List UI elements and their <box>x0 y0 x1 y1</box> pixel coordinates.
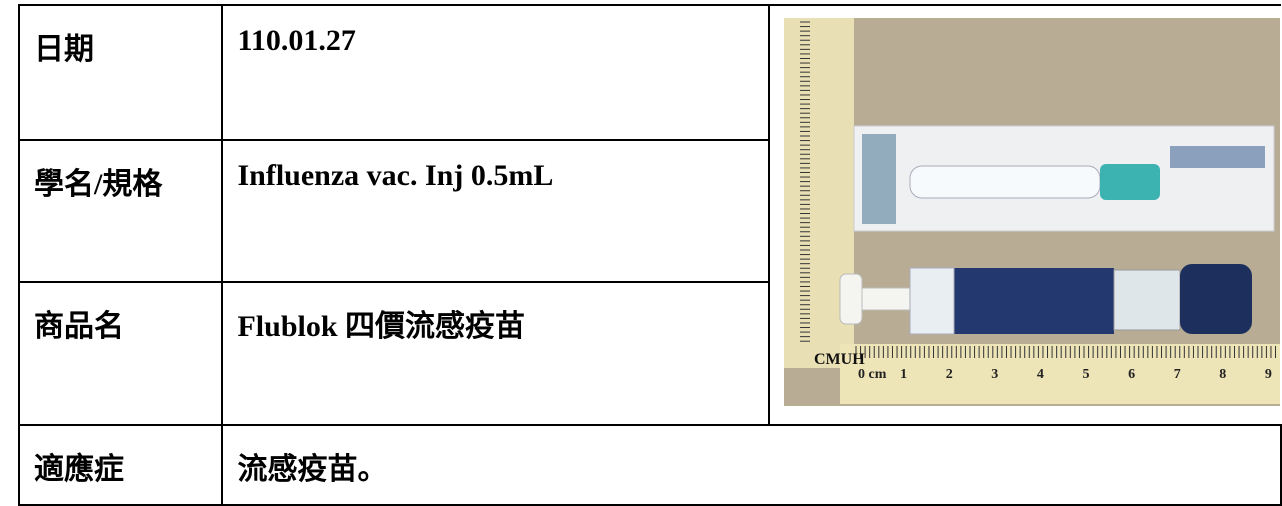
syringe-barrel <box>909 267 955 335</box>
label-cell: 適應症 <box>17 424 224 506</box>
ruler-number: 4 <box>1037 367 1044 382</box>
row: 商品名 Flublok 四價流感疫苗 <box>17 280 1281 427</box>
value-cell: 110.01.27 <box>221 4 770 141</box>
syringe-cap <box>1179 264 1252 334</box>
needle-hub <box>1099 164 1160 200</box>
ruler-number: 7 <box>1174 367 1181 382</box>
plunger-flange <box>839 273 863 325</box>
package-print <box>1169 146 1265 168</box>
row: 學名/規格 Influenza vac. Inj 0.5mL <box>17 138 1281 283</box>
ruler-brand: CMUH <box>814 351 865 368</box>
ruler-number: 0 cm <box>858 367 887 382</box>
package-seal <box>861 134 896 224</box>
ruler-number: 5 <box>1082 367 1089 382</box>
label-cell: 日期 <box>17 4 224 141</box>
ruler-number: 8 <box>1219 367 1226 382</box>
ruler-number: 3 <box>991 367 998 382</box>
needle-cap <box>909 165 1101 199</box>
ruler-number: 2 <box>946 367 953 382</box>
label-cell: 商品名 <box>17 280 224 427</box>
ruler-number: 6 <box>1128 367 1135 382</box>
value-cell: Influenza vac. Inj 0.5mL <box>221 138 770 283</box>
ruler-number: 1 <box>900 367 907 382</box>
value-cell: Flublok 四價流感疫苗 <box>221 280 770 427</box>
ruler-number: 9 <box>1265 367 1272 382</box>
row: 適應症 流感疫苗。 <box>17 424 1282 506</box>
value-cell: 流感疫苗。 <box>221 424 1282 506</box>
syringe-tip <box>1113 269 1181 331</box>
label-cell: 學名/規格 <box>17 138 224 283</box>
syringe-label <box>953 268 1114 334</box>
